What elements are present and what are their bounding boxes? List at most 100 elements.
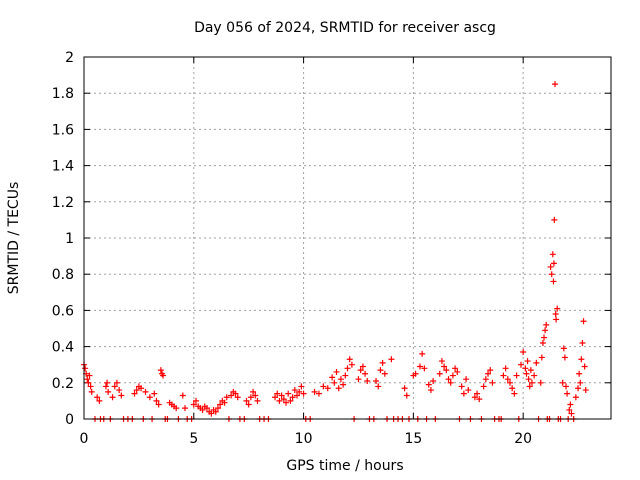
y-tick-label: 1.4: [52, 159, 74, 175]
data-point: [153, 397, 160, 404]
data-point: [182, 405, 189, 412]
data-point: [151, 390, 158, 397]
data-point: [441, 363, 448, 370]
data-point: [105, 388, 112, 395]
data-point: [214, 405, 221, 412]
data-point: [566, 406, 573, 413]
data-point: [528, 379, 535, 386]
data-point: [359, 363, 366, 370]
data-point: [146, 394, 153, 401]
data-point: [300, 390, 307, 397]
data-point: [285, 390, 292, 397]
data-point: [500, 372, 507, 379]
data-point: [252, 392, 259, 399]
data-point: [340, 381, 347, 388]
data-point: [489, 379, 496, 386]
data-point: [221, 399, 228, 406]
data-point: [562, 383, 569, 390]
data-point: [276, 397, 283, 404]
data-point: [291, 387, 298, 394]
y-tick-label: 0.2: [52, 376, 74, 392]
data-point: [118, 392, 125, 399]
data-point: [454, 368, 461, 375]
data-point: [576, 370, 583, 377]
data-point: [160, 372, 167, 379]
data-point: [289, 394, 296, 401]
data-point: [487, 367, 494, 374]
data-point: [283, 399, 290, 406]
data-point: [250, 388, 257, 395]
data-point: [315, 390, 322, 397]
y-tick-label: 0.6: [52, 303, 74, 319]
data-point: [109, 394, 116, 401]
data-point: [348, 361, 355, 368]
plot-frame: [83, 56, 612, 420]
data-point: [344, 365, 351, 372]
data-point: [443, 367, 450, 374]
data-point: [548, 271, 555, 278]
data-point: [280, 396, 287, 403]
data-point: [329, 374, 336, 381]
data-point: [458, 383, 465, 390]
data-point: [272, 394, 279, 401]
data-point: [460, 390, 467, 397]
y-tick-labels: 0 0.2 0.4 0.6 0.8 1 1.2 1.4 1.6 1.8 2: [52, 50, 74, 428]
data-point: [547, 263, 554, 270]
data-point: [179, 392, 186, 399]
data-point: [482, 376, 489, 383]
data-point: [96, 397, 103, 404]
data-point: [524, 358, 531, 365]
data-point: [452, 365, 459, 372]
data-point: [567, 401, 574, 408]
data-point: [564, 390, 571, 397]
data-point: [582, 387, 589, 394]
y-tick-label: 0.4: [52, 340, 74, 356]
data-point: [425, 381, 432, 388]
data-point: [82, 365, 89, 372]
data-point: [445, 376, 452, 383]
data-point: [102, 383, 109, 390]
data-point: [375, 383, 382, 390]
data-point: [579, 339, 586, 346]
x-tick-label: 0: [80, 431, 89, 447]
data-point: [581, 363, 588, 370]
data-point: [94, 394, 101, 401]
y-axis-label: SRMTID / TECUs: [6, 182, 22, 295]
data-point: [362, 370, 369, 377]
y-tick-label: 0.8: [52, 267, 74, 283]
data-point: [553, 316, 560, 323]
data-point: [104, 379, 111, 386]
data-point: [504, 376, 511, 383]
data-point: [447, 379, 454, 386]
y-tick-label: 1.2: [52, 195, 74, 211]
data-point: [480, 383, 487, 390]
data-point: [138, 385, 145, 392]
data-point: [537, 379, 544, 386]
data-point: [373, 377, 380, 384]
data-point: [355, 376, 362, 383]
data-point: [538, 354, 545, 361]
x-tick-label: 10: [295, 431, 313, 447]
data-point: [539, 339, 546, 346]
data-point: [552, 311, 559, 318]
y-tick-label: 0: [65, 412, 74, 428]
y-tick-label: 2: [65, 50, 74, 66]
data-point: [293, 392, 300, 399]
data-point: [243, 397, 250, 404]
data-point: [232, 390, 239, 397]
data-point: [247, 394, 254, 401]
data-point: [421, 365, 428, 372]
x-tick-label: 20: [514, 431, 532, 447]
data-point: [333, 368, 340, 375]
data-point: [511, 390, 518, 397]
data-point: [346, 356, 353, 363]
data-point: [506, 379, 513, 386]
data-point: [113, 379, 120, 386]
data-point: [342, 372, 349, 379]
grid-lines: [84, 57, 611, 419]
y-tick-label: 1.8: [52, 86, 74, 102]
data-point: [157, 367, 164, 374]
data-point: [199, 406, 206, 413]
data-point: [401, 385, 408, 392]
